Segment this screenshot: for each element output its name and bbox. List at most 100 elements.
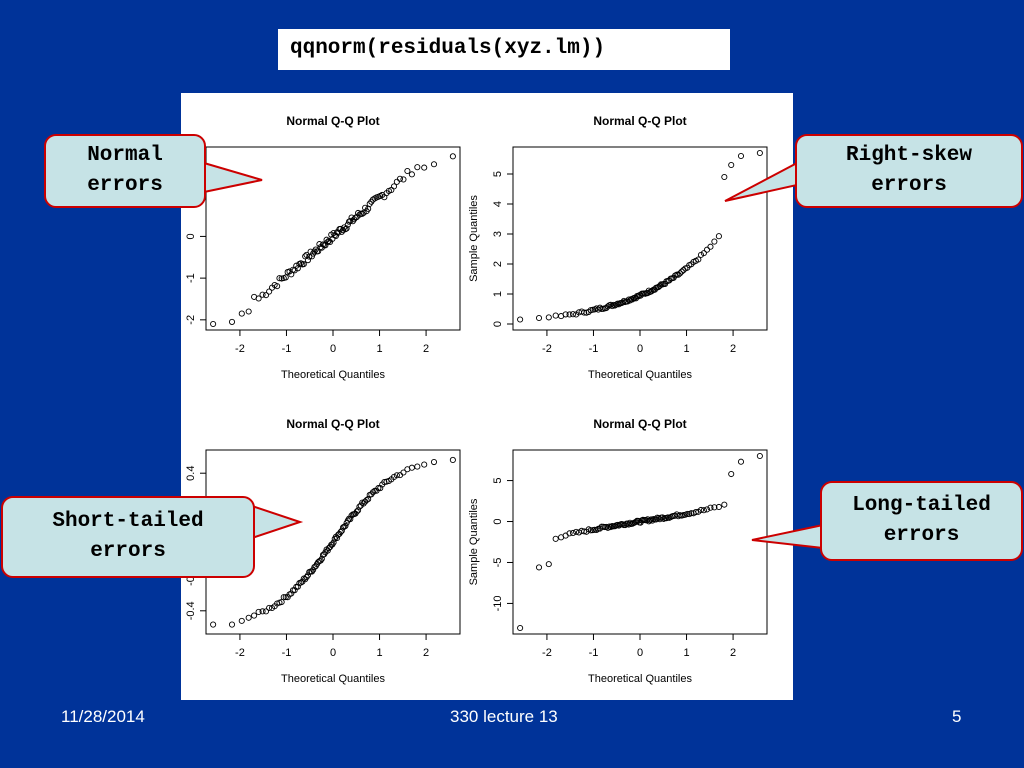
qq-point-1 xyxy=(421,164,428,171)
footer-lecture: 330 lecture 13 xyxy=(450,707,558,726)
qq-point-2 xyxy=(700,250,707,257)
qq-point-3 xyxy=(330,539,337,546)
x-tick-label-3: 0 xyxy=(330,647,336,659)
y-tick-label-4: 0 xyxy=(492,518,504,524)
qq-point-4 xyxy=(535,564,543,571)
x-axis-label-1: Theoretical Quantiles xyxy=(281,369,385,381)
qq-point-2 xyxy=(728,161,735,169)
qq-point-3 xyxy=(377,485,384,492)
qq-point-2 xyxy=(678,268,685,275)
qq-point-3 xyxy=(245,614,252,621)
qq-point-3 xyxy=(259,608,266,615)
qq-point-1 xyxy=(347,217,354,224)
qq-point-4 xyxy=(737,458,745,465)
qq-point-2 xyxy=(552,312,559,319)
qq-point-1 xyxy=(359,210,366,217)
qq-point-4 xyxy=(684,510,691,517)
qq-point-3 xyxy=(365,496,372,503)
qq-point-4 xyxy=(707,504,714,511)
qq-point-4 xyxy=(569,529,577,537)
y-tick-label-2: 1 xyxy=(492,291,504,297)
plot-title-1: Normal Q-Q Plot xyxy=(286,114,379,128)
qq-plot-figure: Normal Q-Q Plot -2 -1 0 1 2 Theoretical Quanti… xyxy=(181,93,793,700)
normal-callout-line2: errors xyxy=(87,174,163,197)
x-tick-label-2: 0 xyxy=(637,343,643,355)
y-axis-label-2: Sample Quantiles xyxy=(468,195,480,282)
qq-point-1 xyxy=(400,176,407,183)
x-tick-label-1: 1 xyxy=(376,343,382,355)
y-tick-label-4: -5 xyxy=(492,558,504,568)
short-tailed-callout-line1: Short-tailed xyxy=(52,510,204,533)
qq-point-2 xyxy=(581,309,588,316)
qq-point-3 xyxy=(353,508,360,515)
qq-point-2 xyxy=(695,256,702,263)
plot-frame-4 xyxy=(512,449,768,635)
qq-point-1 xyxy=(274,283,281,290)
qq-point-4 xyxy=(728,470,735,478)
qq-point-4 xyxy=(688,510,695,517)
x-tick-label-2: 1 xyxy=(683,343,689,355)
qq-point-1 xyxy=(404,167,411,175)
qq-point-4 xyxy=(517,624,524,632)
qq-point-1 xyxy=(245,308,252,315)
qq-point-1 xyxy=(408,171,415,178)
qq-point-3 xyxy=(356,503,363,510)
qq-point-4 xyxy=(573,528,580,535)
x-tick-label-4: 2 xyxy=(730,647,736,659)
qq-point-4 xyxy=(756,452,763,460)
qq-point-1 xyxy=(276,275,283,282)
qq-point-2 xyxy=(673,271,680,278)
qq-point-1 xyxy=(324,238,331,245)
short-tailed-callout-line2: errors xyxy=(90,540,166,563)
y-tick-label-2: 4 xyxy=(492,201,504,207)
x-tick-label-4: -2 xyxy=(542,647,552,659)
qq-point-1 xyxy=(393,178,400,185)
qq-point-3 xyxy=(318,555,325,562)
qq-point-1 xyxy=(430,161,438,168)
qq-point-3 xyxy=(421,461,428,468)
qq-point-2 xyxy=(756,149,763,157)
short-tailed-errors-callout: Short-tailed errors xyxy=(1,496,255,578)
x-tick-label-2: -1 xyxy=(589,343,599,355)
x-tick-label-4: 1 xyxy=(683,647,689,659)
qq-point-3 xyxy=(303,574,310,581)
x-axis-label-3: Theoretical Quantiles xyxy=(281,673,385,685)
x-tick-label-4: 0 xyxy=(637,647,643,659)
x-tick-label-3: -2 xyxy=(235,647,245,659)
qq-point-4 xyxy=(692,508,699,516)
y-axis-label-4: Sample Quantiles xyxy=(468,498,480,585)
qq-point-2 xyxy=(721,173,728,181)
y-tick-label-1: 0 xyxy=(185,233,197,239)
qq-point-3 xyxy=(449,456,456,464)
qq-point-3 xyxy=(210,621,217,628)
code-header-text: qqnorm(residuals(xyz.lm)) xyxy=(290,37,606,60)
normal-errors-callout: Normal errors xyxy=(44,134,206,208)
x-tick-label-3: -1 xyxy=(282,647,292,659)
y-tick-label-4: -10 xyxy=(492,595,504,611)
x-axis-label-4: Theoretical Quantiles xyxy=(588,673,692,685)
qq-point-1 xyxy=(259,291,266,298)
qq-point-1 xyxy=(304,257,311,264)
qq-point-1 xyxy=(228,318,236,325)
qq-point-3 xyxy=(251,612,258,619)
long-tailed-callout-line2: errors xyxy=(883,524,960,547)
qq-point-4 xyxy=(700,507,707,514)
x-tick-label-1: 0 xyxy=(330,343,336,355)
qq-point-1 xyxy=(396,175,404,182)
plot-title-3: Normal Q-Q Plot xyxy=(286,417,379,431)
qq-point-2 xyxy=(535,314,543,322)
qq-point-1 xyxy=(210,320,217,328)
qq-point-4 xyxy=(721,501,728,508)
qq-point-2 xyxy=(545,314,552,321)
qq-point-1 xyxy=(255,295,262,302)
x-tick-label-1: 2 xyxy=(423,343,429,355)
qq-point-1 xyxy=(262,292,270,299)
y-tick-label-2: 5 xyxy=(492,171,504,177)
y-tick-label-1: -1 xyxy=(185,273,197,283)
qq-point-3 xyxy=(355,507,362,514)
qq-point-3 xyxy=(228,621,236,628)
qq-point-2 xyxy=(737,152,745,160)
qq-point-3 xyxy=(396,472,404,479)
qq-point-4 xyxy=(562,532,569,539)
qq-point-3 xyxy=(238,617,245,624)
